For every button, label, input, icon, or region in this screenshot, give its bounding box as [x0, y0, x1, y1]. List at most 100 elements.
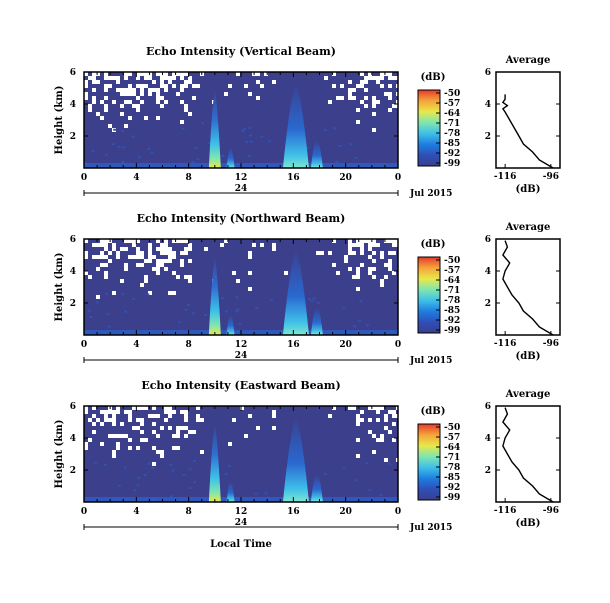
- colorbar-label: (dB): [421, 72, 446, 83]
- no-data-cell: [184, 251, 188, 255]
- no-data-cell: [100, 442, 104, 446]
- no-data-cell: [352, 88, 356, 92]
- x-tick-label: 20: [339, 173, 352, 183]
- x-tick-label: 8: [186, 340, 192, 350]
- echo-speckle: [147, 147, 151, 150]
- no-data-cell: [348, 251, 352, 255]
- no-data-cell: [176, 92, 180, 96]
- no-data-cell: [320, 251, 324, 255]
- no-data-cell: [356, 108, 360, 112]
- no-data-cell: [100, 251, 104, 255]
- no-data-cell: [112, 243, 116, 247]
- no-data-cell: [356, 84, 360, 88]
- echo-speckle: [188, 487, 192, 490]
- profile-x-label: (dB): [516, 351, 541, 362]
- no-data-cell: [348, 80, 352, 84]
- no-data-cell: [120, 88, 124, 92]
- no-data-cell: [360, 239, 364, 243]
- no-data-cell: [160, 104, 164, 108]
- no-data-cell: [328, 251, 332, 255]
- echo-plume: [282, 81, 309, 168]
- echo-speckle: [123, 466, 127, 469]
- no-data-cell: [104, 108, 108, 112]
- no-data-cell: [92, 406, 96, 410]
- no-data-cell: [96, 295, 100, 299]
- no-data-cell: [176, 434, 180, 438]
- echo-plume: [226, 314, 235, 335]
- no-data-cell: [184, 275, 188, 279]
- no-data-cell: [120, 92, 124, 96]
- no-data-cell: [124, 92, 128, 96]
- no-data-cell: [136, 426, 140, 430]
- echo-speckle: [200, 122, 204, 125]
- no-data-cell: [176, 72, 180, 76]
- colorbar-tick-label: -92: [444, 316, 460, 326]
- no-data-cell: [144, 438, 148, 442]
- echo-speckle: [249, 134, 253, 137]
- no-data-cell: [128, 239, 132, 243]
- no-data-cell: [172, 255, 176, 259]
- no-data-cell: [248, 92, 252, 96]
- no-data-cell: [228, 442, 232, 446]
- no-data-cell: [180, 410, 184, 414]
- no-data-cell: [384, 263, 388, 267]
- no-data-cell: [376, 100, 380, 104]
- no-data-cell: [348, 247, 352, 251]
- x-axis-label: Local Time: [210, 539, 272, 550]
- no-data-cell: [168, 255, 172, 259]
- profile-y-tick-label: 4: [485, 267, 491, 277]
- no-data-cell: [140, 430, 144, 434]
- x-tick-label: 4: [133, 507, 139, 517]
- profile-x-tick-label: -116: [494, 506, 517, 516]
- no-data-cell: [108, 76, 112, 80]
- no-data-cell: [372, 76, 376, 80]
- no-data-cell: [164, 76, 168, 80]
- no-data-cell: [128, 72, 132, 76]
- no-data-cell: [380, 438, 384, 442]
- no-data-cell: [356, 120, 360, 124]
- no-data-cell: [112, 100, 116, 104]
- colorbar-tick-label: -85: [444, 473, 460, 483]
- no-data-cell: [124, 410, 128, 414]
- echo-speckle: [323, 472, 327, 475]
- no-data-cell: [244, 84, 248, 88]
- no-data-cell: [88, 104, 92, 108]
- no-data-cell: [164, 259, 168, 263]
- echo-speckle: [191, 312, 195, 315]
- x-tick-label: 0: [395, 340, 401, 350]
- echo-speckle: [220, 297, 224, 300]
- no-data-cell: [152, 80, 156, 84]
- no-data-cell: [388, 239, 392, 243]
- echo-speckle: [87, 309, 91, 312]
- no-data-cell: [128, 438, 132, 442]
- no-data-cell: [248, 287, 252, 291]
- echo-speckle: [349, 143, 353, 146]
- echo-speckle: [121, 161, 125, 164]
- no-data-cell: [356, 422, 360, 426]
- no-data-cell: [144, 275, 148, 279]
- profile-line: [502, 240, 554, 336]
- echo-speckle: [236, 308, 240, 311]
- no-data-cell: [188, 279, 192, 283]
- no-data-cell: [184, 239, 188, 243]
- no-data-cell: [364, 88, 368, 92]
- no-data-cell: [104, 104, 108, 108]
- no-data-cell: [156, 100, 160, 104]
- echo-speckle: [387, 462, 391, 465]
- x-tick-label: 12: [235, 173, 248, 183]
- no-data-cell: [172, 76, 176, 80]
- no-data-cell: [116, 442, 120, 446]
- no-data-cell: [332, 406, 336, 410]
- no-data-cell: [372, 243, 376, 247]
- no-data-cell: [360, 418, 364, 422]
- no-data-cell: [368, 418, 372, 422]
- echo-speckle: [359, 300, 363, 303]
- no-data-cell: [200, 450, 204, 454]
- no-data-cell: [104, 275, 108, 279]
- no-data-cell: [156, 92, 160, 96]
- no-data-cell: [172, 251, 176, 255]
- profile-x-tick-label: -116: [494, 339, 517, 349]
- echo-speckle: [133, 489, 137, 492]
- no-data-cell: [368, 239, 372, 243]
